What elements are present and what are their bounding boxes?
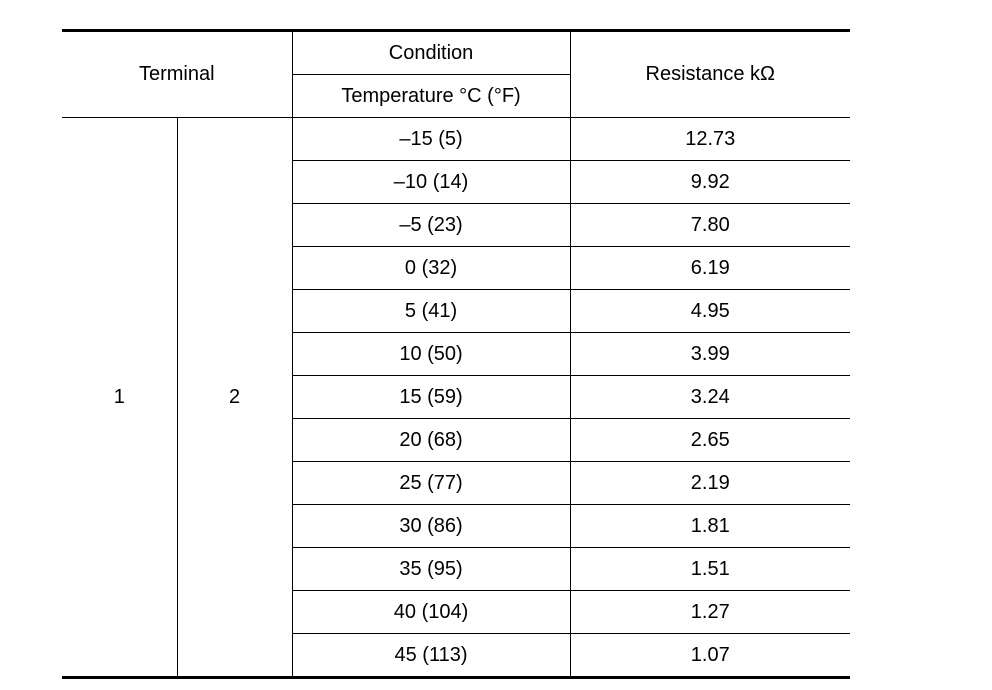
temperature-cell: 45 (113) [291, 633, 571, 678]
table-row: 35 (95) 1.51 [62, 547, 851, 591]
resistance-cell: 7.80 [569, 203, 851, 247]
table-row: –5 (23) 7.80 [62, 203, 851, 247]
resistance-cell: 1.51 [569, 547, 851, 591]
resistance-cell: 3.24 [569, 375, 851, 419]
resistance-cell: 9.92 [569, 160, 851, 204]
header-row-1: Terminal Condition Resistance kΩ [62, 30, 851, 118]
table-row: 15 (59) 3.24 [62, 375, 851, 419]
temperature-cell: 5 (41) [291, 289, 571, 333]
resistance-spec-table: Terminal Condition Resistance kΩ Tempera… [62, 29, 851, 679]
resistance-cell: 3.99 [569, 332, 851, 376]
temperature-cell: 25 (77) [291, 461, 571, 505]
resistance-cell: 1.81 [569, 504, 851, 548]
resistance-header: Resistance kΩ [569, 30, 851, 118]
terminal-2-cell: 2 [176, 117, 293, 678]
temperature-cell: 30 (86) [291, 504, 571, 548]
table-row: 25 (77) 2.19 [62, 461, 851, 505]
temperature-cell: 20 (68) [291, 418, 571, 462]
temperature-cell: 15 (59) [291, 375, 571, 419]
table-row: 40 (104) 1.27 [62, 590, 851, 634]
temperature-cell: 40 (104) [291, 590, 571, 634]
table-row: 30 (86) 1.81 [62, 504, 851, 548]
table-row: 5 (41) 4.95 [62, 289, 851, 333]
resistance-cell: 1.27 [569, 590, 851, 634]
terminal-header: Terminal [62, 30, 293, 118]
resistance-cell: 2.19 [569, 461, 851, 505]
temperature-cell: –10 (14) [291, 160, 571, 204]
temperature-cell: 35 (95) [291, 547, 571, 591]
table-row: 20 (68) 2.65 [62, 418, 851, 462]
terminal-1-cell: 1 [113, 385, 125, 408]
resistance-cell: 4.95 [569, 289, 851, 333]
temperature-cell: 10 (50) [291, 332, 571, 376]
table-row: 0 (32) 6.19 [62, 246, 851, 290]
table-row: 45 (113) 1.07 [62, 633, 851, 678]
condition-header: Condition [291, 30, 571, 75]
table-row: –10 (14) 9.92 [62, 160, 851, 204]
temperature-cell: –5 (23) [291, 203, 571, 247]
temperature-cell: –15 (5) [291, 117, 571, 161]
temperature-cell: 0 (32) [291, 246, 571, 290]
table-body: 1 2 –15 (5) 12.73 –10 (14) 9.92 –5 (23) 7.80 0 (… [62, 117, 851, 678]
header-row-2: Temperature °C (°F) [62, 74, 850, 118]
table-row: 10 (50) 3.99 [62, 332, 851, 376]
temperature-header: Temperature °C (°F) [291, 74, 571, 118]
resistance-cell: 6.19 [569, 246, 851, 290]
resistance-cell: 2.65 [569, 418, 851, 462]
table-row: 1 2 –15 (5) 12.73 [62, 117, 851, 678]
resistance-cell: 12.73 [569, 117, 851, 161]
resistance-cell: 1.07 [569, 633, 851, 678]
